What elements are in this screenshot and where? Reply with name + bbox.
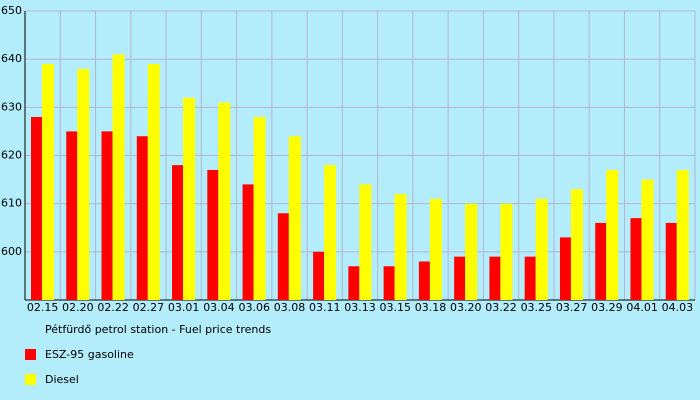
x-tick-label: 03.27 [556,301,588,314]
bar [313,251,325,300]
legend-swatch [25,374,36,385]
bar [595,222,607,300]
bar [242,184,254,300]
bar [218,102,231,301]
x-tick-label: 02.20 [62,301,94,314]
bar [570,189,583,300]
bar [394,194,407,300]
bar [641,179,654,300]
chart-title: Pétfürdő petrol station - Fuel price tre… [45,323,271,336]
bar [606,169,619,300]
bar [535,198,548,300]
x-tick-label: 02.15 [27,301,59,314]
legend-label: ESZ-95 gasoline [45,348,134,361]
x-tick-label: 03.13 [344,301,376,314]
bar [359,184,372,300]
bar [454,256,466,300]
bar [630,218,642,300]
bar [429,198,442,300]
x-tick-label: 03.22 [485,301,517,314]
bar [500,203,513,300]
x-tick-label: 04.01 [626,301,658,314]
bar [77,68,90,300]
x-tick-label: 02.22 [97,301,129,314]
x-tick-label: 03.11 [309,301,341,314]
bar [101,131,113,300]
y-tick-label: 650 [1,4,22,17]
bar [147,63,160,300]
x-tick-label: 03.29 [591,301,623,314]
bar [172,165,184,300]
bar [277,213,289,300]
bar [112,54,125,300]
bar [253,116,266,300]
x-tick-label: 04.03 [662,301,694,314]
bar [183,97,196,300]
y-tick-label: 640 [1,52,22,65]
legend-swatch [25,349,36,360]
bar [665,222,677,300]
y-tick-label: 630 [1,100,22,113]
bar [66,131,78,300]
x-tick-label: 03.01 [168,301,200,314]
bar [207,169,219,300]
bar [324,165,337,300]
bar [524,256,536,300]
y-tick-label: 610 [1,197,22,210]
x-tick-label: 03.18 [415,301,447,314]
bar [465,203,478,300]
x-tick-label: 03.15 [380,301,412,314]
x-tick-label: 03.06 [238,301,270,314]
x-tick-label: 03.04 [203,301,235,314]
bar [418,261,430,300]
bar [559,237,571,300]
x-tick-label: 02.27 [133,301,165,314]
bar [136,136,148,300]
bar [31,116,42,300]
bar [676,169,689,300]
bar [288,136,301,300]
y-tick-label: 600 [1,245,22,258]
bar [42,63,54,300]
legend-label: Diesel [45,373,79,386]
x-tick-label: 03.08 [274,301,306,314]
bar [383,266,395,300]
y-tick-label: 620 [1,149,22,162]
x-tick-label: 03.20 [450,301,482,314]
bar [348,266,360,300]
bar [489,256,501,300]
x-tick-label: 03.25 [521,301,553,314]
